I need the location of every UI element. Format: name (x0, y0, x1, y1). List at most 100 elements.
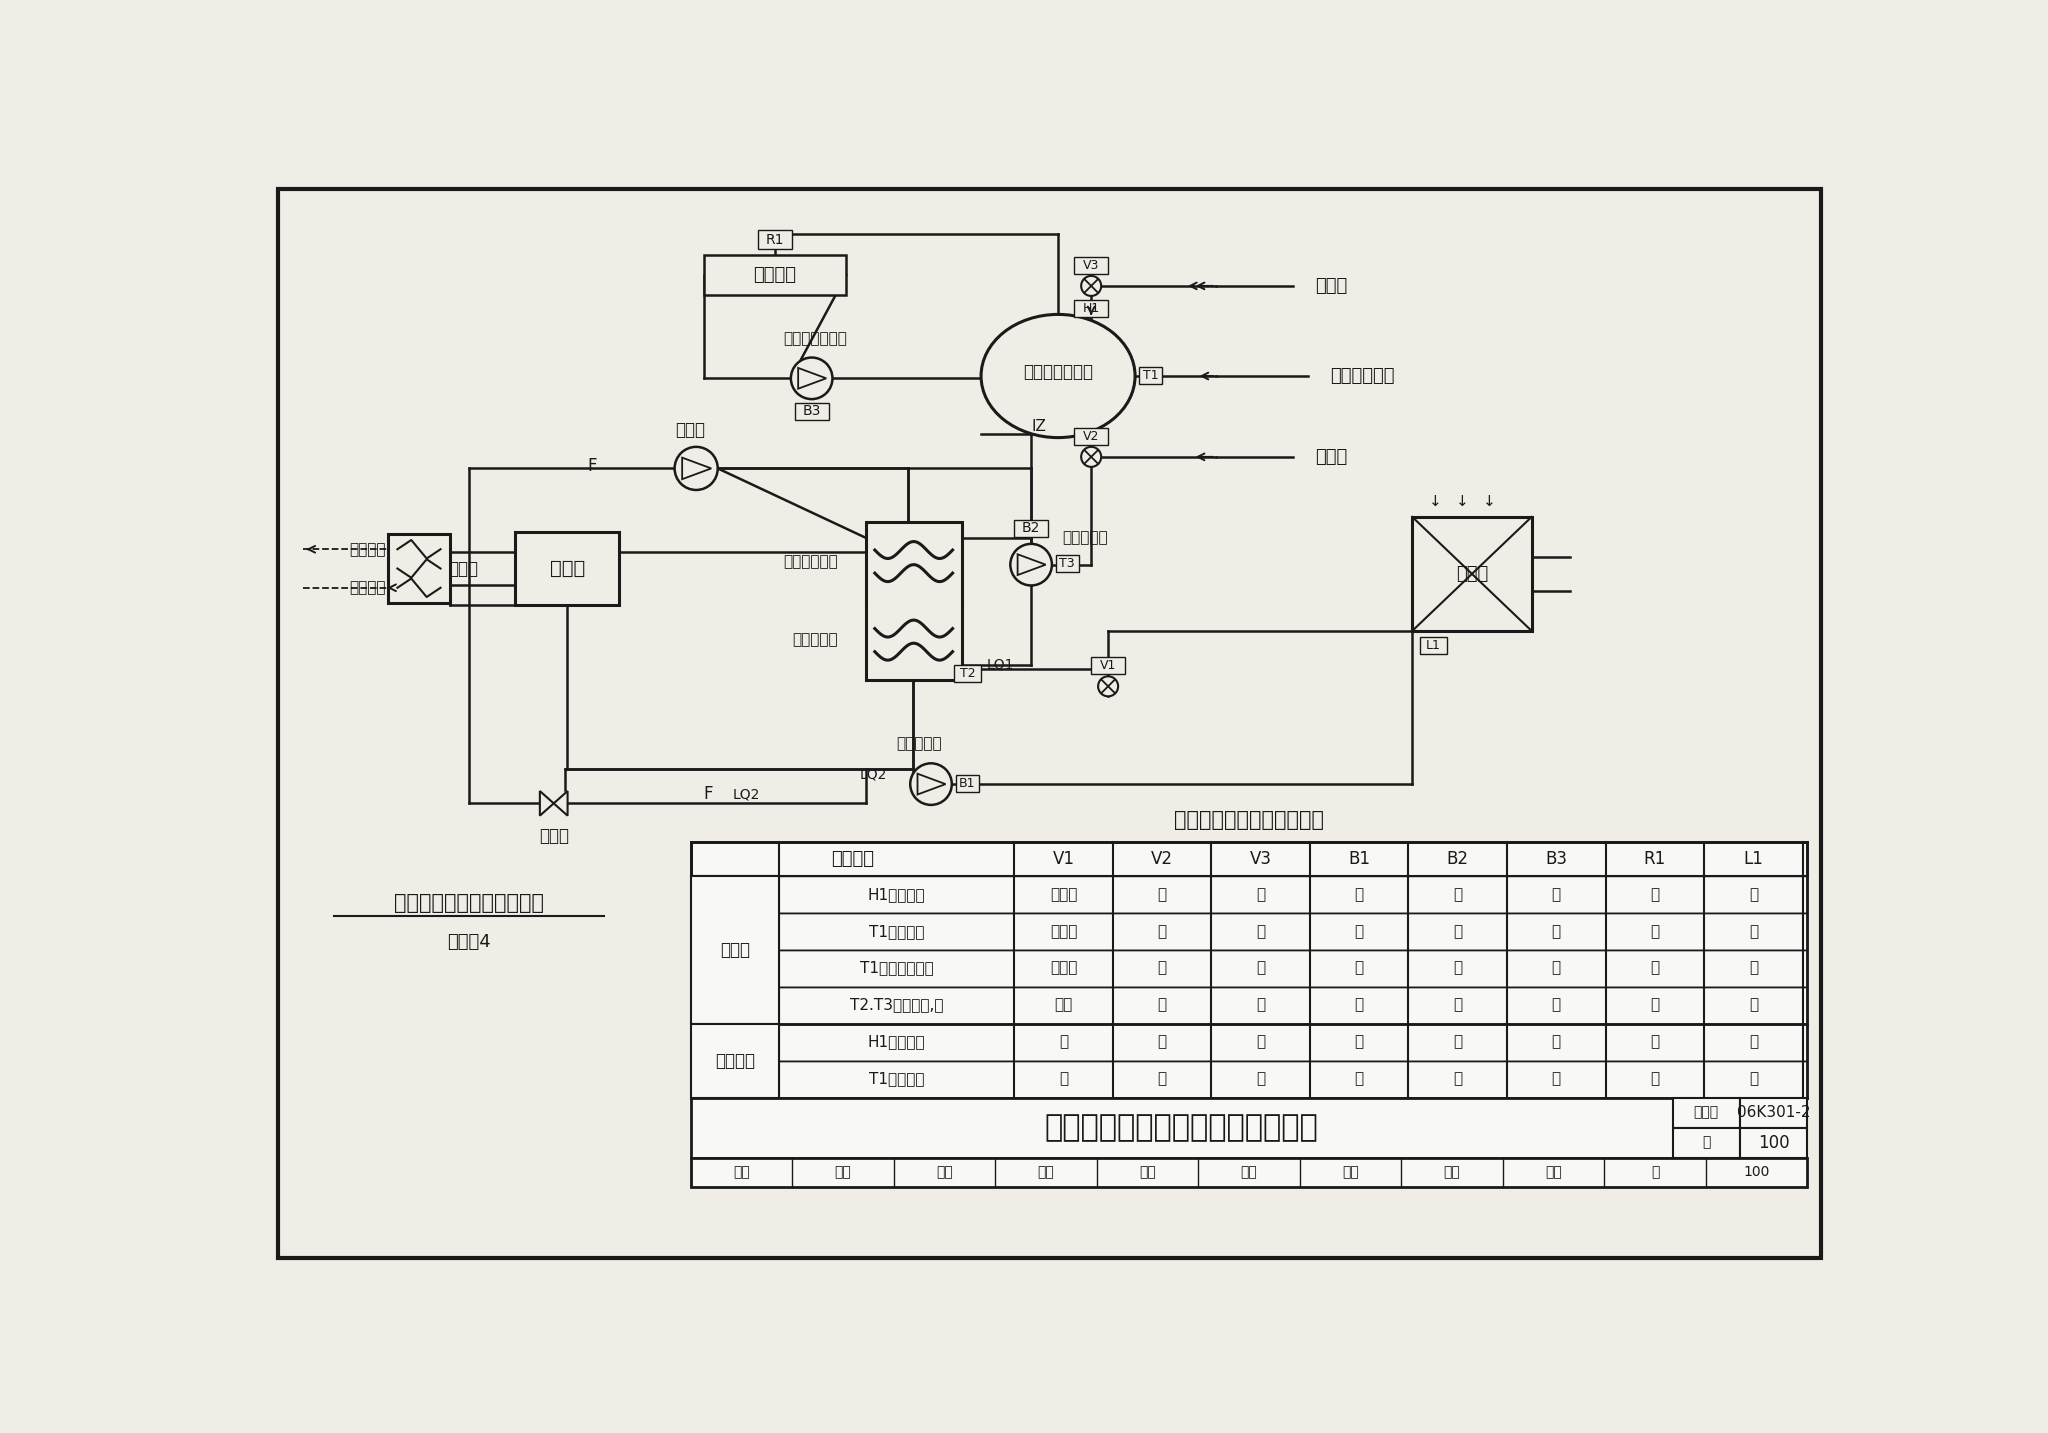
Text: 关: 关 (1157, 1035, 1167, 1049)
Text: 自来水: 自来水 (1315, 449, 1348, 466)
Text: 冷水供水: 冷水供水 (350, 580, 387, 595)
Text: 签名: 签名 (936, 1165, 952, 1179)
Text: V1: V1 (1100, 659, 1116, 672)
Text: 关: 关 (1157, 1072, 1167, 1086)
Text: R1: R1 (1645, 850, 1665, 868)
Text: 开: 开 (1651, 1035, 1659, 1049)
Text: 停: 停 (1454, 1035, 1462, 1049)
Text: 冷水回水: 冷水回水 (350, 542, 387, 557)
Text: 停: 停 (1354, 1035, 1364, 1049)
Text: 工　　况: 工 况 (831, 850, 874, 868)
Text: V2: V2 (1083, 430, 1100, 443)
Text: 签名: 签名 (1544, 1165, 1563, 1179)
Text: 直通开: 直通开 (1051, 887, 1077, 901)
Text: 各工况下阀门及设备状态表: 各工况下阀门及设备状态表 (1174, 810, 1323, 830)
Circle shape (1010, 545, 1053, 586)
Text: 开: 开 (1749, 960, 1757, 976)
Bar (1139, 367, 1161, 384)
Text: 关: 关 (1651, 887, 1659, 901)
Text: 装置－4: 装置－4 (446, 933, 492, 952)
Text: 生活热水储热罐: 生活热水储热罐 (1024, 363, 1094, 381)
Bar (866, 522, 963, 681)
Text: 膨胀阀: 膨胀阀 (539, 827, 569, 844)
Text: 周毓: 周毓 (1444, 1165, 1460, 1179)
Text: 蒸发器: 蒸发器 (449, 559, 479, 577)
Text: 校对: 校对 (1038, 1165, 1055, 1179)
Text: 关: 关 (1059, 1035, 1067, 1049)
Bar (690, 950, 1806, 986)
Text: 辅助加热循环泵: 辅助加热循环泵 (784, 331, 848, 345)
Bar (690, 986, 1806, 1023)
Bar (1075, 257, 1108, 274)
Text: 页: 页 (1702, 1135, 1710, 1149)
Bar (1741, 1098, 1806, 1128)
Text: 冷却循环泵: 冷却循环泵 (897, 737, 942, 751)
Bar (1673, 1128, 1741, 1158)
Text: H1－液位低: H1－液位低 (868, 887, 926, 901)
Bar (1092, 658, 1124, 674)
Bar (690, 913, 1806, 950)
Text: LQ2: LQ2 (733, 787, 760, 801)
Bar (795, 403, 829, 420)
Bar (690, 1158, 1806, 1187)
Text: －: － (1157, 924, 1167, 939)
Circle shape (1081, 277, 1102, 297)
Text: 标准冷凝器: 标准冷凝器 (793, 632, 838, 648)
Text: L1: L1 (1743, 850, 1763, 868)
Text: LQ2: LQ2 (860, 768, 887, 782)
Text: 开: 开 (1354, 887, 1364, 901)
Ellipse shape (981, 314, 1135, 437)
Bar (690, 1098, 1673, 1158)
Text: －: － (1454, 997, 1462, 1013)
Circle shape (1098, 676, 1118, 696)
Text: 审核: 审核 (733, 1165, 750, 1179)
Bar (516, 532, 618, 605)
Bar (690, 876, 780, 1023)
Text: T3: T3 (1059, 557, 1075, 570)
Text: T1－温度低: T1－温度低 (868, 924, 924, 939)
Text: V2: V2 (1151, 850, 1174, 868)
Text: 压缩机: 压缩机 (676, 421, 705, 438)
Bar (690, 841, 1806, 876)
Circle shape (674, 447, 717, 490)
Text: ↓: ↓ (1430, 494, 1442, 509)
Text: 制冷期: 制冷期 (721, 940, 750, 959)
Text: 开: 开 (1454, 887, 1462, 901)
Circle shape (909, 764, 952, 805)
Text: －: － (1157, 997, 1167, 1013)
Text: －: － (1552, 997, 1561, 1013)
Text: 季伟: 季伟 (836, 1165, 852, 1179)
Text: F: F (702, 785, 713, 802)
Text: 调节: 调节 (1055, 997, 1073, 1013)
Text: H1: H1 (1083, 302, 1100, 315)
Text: T1－温度低: T1－温度低 (868, 1072, 924, 1086)
Bar (1057, 556, 1079, 572)
Polygon shape (682, 457, 711, 479)
Text: 关: 关 (1255, 960, 1266, 976)
Text: B1: B1 (958, 777, 975, 790)
Text: 辅助热源: 辅助热源 (754, 267, 797, 284)
Polygon shape (541, 791, 553, 815)
Text: LQ1: LQ1 (987, 658, 1014, 672)
Text: L1: L1 (1425, 639, 1442, 652)
Bar (389, 535, 451, 603)
Text: 生活热水用户: 生活热水用户 (1329, 367, 1395, 385)
Text: 开: 开 (1454, 924, 1462, 939)
Text: IZ: IZ (1032, 418, 1047, 434)
Text: 06K301-2: 06K301-2 (1737, 1105, 1810, 1121)
Text: 关: 关 (1651, 924, 1659, 939)
Text: H1－液位低: H1－液位低 (868, 1035, 926, 1049)
Text: 开: 开 (1454, 960, 1462, 976)
Text: F: F (588, 457, 596, 476)
Text: 开: 开 (1749, 887, 1757, 901)
Text: －: － (1157, 960, 1167, 976)
Circle shape (791, 357, 831, 400)
Text: 100: 100 (1743, 1165, 1769, 1179)
Text: 直通开: 直通开 (1051, 960, 1077, 976)
Polygon shape (799, 368, 825, 388)
Text: ↓: ↓ (1456, 494, 1468, 509)
Text: 开: 开 (1354, 960, 1364, 976)
Text: 开: 开 (1255, 1035, 1266, 1049)
Text: 开: 开 (1749, 997, 1757, 1013)
Text: 关: 关 (1255, 887, 1266, 901)
